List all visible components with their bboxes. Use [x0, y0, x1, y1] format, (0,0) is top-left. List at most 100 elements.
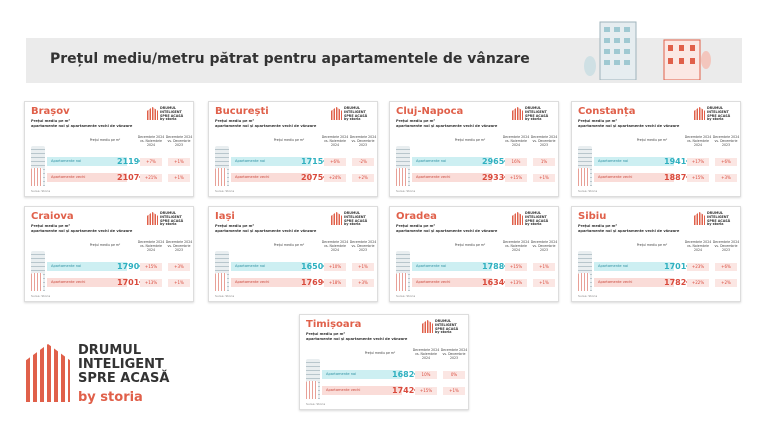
subtitle-line: Prețul mediu pe m² [578, 119, 617, 123]
subtitle-line: Prețul mediu pe m² [306, 332, 345, 336]
subtitle-line: apartamente noi și apartamente vechi de … [578, 229, 680, 233]
mini-logo: DRUMUL INTELIGENT SPRE ACASĂ by storia [512, 211, 552, 232]
row-old-apartments: Apartamente vechi 1887€ [594, 173, 692, 182]
col-mom-header: Decembrie 2024 vs. Noiembrie 2024 [684, 240, 712, 252]
card-subtitle: Prețul mediu pe m² apartamente noi și apa… [578, 119, 698, 129]
new-price: 1941€ [664, 157, 692, 166]
mini-logo-text: DRUMUL INTELIGENT SPRE ACASĂ by storia [344, 106, 368, 122]
old-building-icon [306, 381, 318, 399]
col-yoy-header: Decembrie 2024 vs. Decembrie 2023 [165, 135, 193, 147]
new-mom-change: +6% [324, 158, 346, 166]
mini-logo-text: DRUMUL INTELIGENT SPRE ACASĂ by storia [160, 106, 184, 122]
subtitle-line: apartamente noi și apartamente vechi de … [578, 124, 680, 128]
mini-logo: DRUMUL INTELIGENT SPRE ACASĂ by storia [694, 106, 734, 127]
row-label: Apartamente noi [51, 159, 82, 163]
new-price: 2119€ [117, 157, 145, 166]
new-price: 1682€ [392, 370, 420, 379]
old-yoy-change: +1% [168, 279, 190, 287]
col-yoy-header: Decembrie 2024 vs. Decembrie 2023 [165, 240, 193, 252]
old-price: 1887€ [664, 173, 692, 182]
source-note: Sursa: Storia [306, 402, 326, 406]
col-price-header: Prețul mediu pe m² [636, 138, 668, 142]
row-label: Apartamente noi [326, 372, 357, 376]
row-new-apartments: Apartamente noi 1650€ [231, 262, 329, 271]
house-bars-icon [694, 107, 705, 120]
city-name: Cluj-Napoca [396, 106, 464, 117]
row-label: Apartamente noi [598, 159, 629, 163]
new-yoy-change: 0% [443, 371, 465, 379]
row-new-apartments: Apartamente noi 2119€ [47, 157, 145, 166]
city-name: Constanța [578, 106, 636, 117]
mini-logo: DRUMUL INTELIGENT SPRE ACASĂ by storia [694, 211, 734, 232]
row-label: Apartamente vechi [51, 280, 86, 284]
col-yoy-header: Decembrie 2024 vs. Decembrie 2023 [712, 240, 740, 252]
old-yoy-change: +2% [715, 279, 737, 287]
old-building-icon [396, 168, 408, 186]
new-yoy-change: +3% [168, 263, 190, 271]
storia-brand: by storia [78, 390, 143, 405]
new-price: 1701€ [664, 262, 692, 271]
subtitle-line: Prețul mediu pe m² [578, 224, 617, 228]
city-name: Oradea [396, 211, 437, 222]
old-building-icon [31, 168, 43, 186]
col-yoy-header: Decembrie 2024 vs. Decembrie 2023 [349, 135, 377, 147]
old-building-icon [31, 273, 43, 291]
old-building-icon [215, 273, 227, 291]
row-new-apartments: Apartamente noi 1682€ [322, 370, 420, 379]
row-label: Apartamente vechi [235, 175, 270, 179]
new-yoy-change: +1% [168, 158, 190, 166]
col-mom-header: Decembrie 2024 vs. Noiembrie 2024 [502, 240, 530, 252]
col-price-header: Prețul mediu pe m² [636, 243, 668, 247]
old-mom-change: +15% [687, 174, 709, 182]
buildings-illustration [584, 21, 711, 80]
col-yoy-header: Decembrie 2024 vs. Decembrie 2023 [530, 135, 558, 147]
card-subtitle: Prețul mediu pe m² apartamente noi și apa… [578, 224, 698, 234]
mini-logo: DRUMUL INTELIGENT SPRE ACASĂ by storia [147, 211, 187, 232]
mini-logo-text: DRUMUL INTELIGENT SPRE ACASĂ by storia [707, 211, 731, 227]
city-card: Timișoara Prețul mediu pe m² apartamente … [299, 314, 469, 410]
row-label: Apartamente noi [235, 159, 266, 163]
house-bars-icon [331, 107, 342, 120]
house-bars-icon [26, 344, 70, 402]
old-building-icon [578, 273, 590, 291]
new-mom-change: +23% [687, 263, 709, 271]
mini-logo-text: DRUMUL INTELIGENT SPRE ACASĂ by storia [160, 211, 184, 227]
subtitle-line: Prețul mediu pe m² [215, 224, 254, 228]
new-mom-change: +10% [324, 263, 346, 271]
old-mom-change: +22% [687, 279, 709, 287]
old-yoy-change: +1% [533, 279, 555, 287]
mini-logo-text: DRUMUL INTELIGENT SPRE ACASĂ by storia [435, 319, 459, 335]
subtitle-line: apartamente noi și apartamente vechi de … [306, 337, 408, 341]
new-yoy-change: +1% [533, 263, 555, 271]
col-mom-header: Decembrie 2024 vs. Noiembrie 2024 [321, 240, 349, 252]
row-new-apartments: Apartamente noi 2965€ [412, 157, 510, 166]
row-old-apartments: Apartamente vechi 2107€ [47, 173, 145, 182]
new-yoy-change: +6% [715, 263, 737, 271]
subtitle-line: apartamente noi și apartamente vechi de … [396, 124, 498, 128]
card-subtitle: Prețul mediu pe m² apartamente noi și apa… [215, 119, 335, 129]
row-label: Apartamente vechi [326, 388, 361, 392]
city-card: Oradea Prețul mediu pe m² apartamente noi… [389, 206, 559, 302]
subtitle-line: apartamente noi și apartamente vechi de … [215, 229, 317, 233]
house-bars-icon [147, 212, 158, 225]
house-bars-icon [512, 212, 523, 225]
old-mom-change: +24% [324, 174, 346, 182]
old-price: 1634€ [482, 278, 510, 287]
col-price-header: Prețul mediu pe m² [89, 138, 121, 142]
old-mom-change: +13% [140, 279, 162, 287]
source-note: Sursa: Storia [31, 189, 51, 193]
new-price: 1790€ [117, 262, 145, 271]
row-label: Apartamente vechi [416, 175, 451, 179]
col-price-header: Prețul mediu pe m² [273, 138, 305, 142]
subtitle-line: apartamente noi și apartamente vechi de … [31, 124, 133, 128]
card-subtitle: Prețul mediu pe m² apartamente noi și apa… [215, 224, 335, 234]
col-price-header: Prețul mediu pe m² [273, 243, 305, 247]
city-card: București Prețul mediu pe m² apartamente … [208, 101, 378, 197]
col-price-header: Prețul mediu pe m² [89, 243, 121, 247]
new-mom-change: +7% [140, 158, 162, 166]
row-label: Apartamente noi [235, 264, 266, 268]
row-label: Apartamente vechi [416, 280, 451, 284]
subtitle-line: apartamente noi și apartamente vechi de … [31, 229, 133, 233]
row-new-apartments: Apartamente noi 1790€ [47, 262, 145, 271]
old-building-icon [578, 168, 590, 186]
